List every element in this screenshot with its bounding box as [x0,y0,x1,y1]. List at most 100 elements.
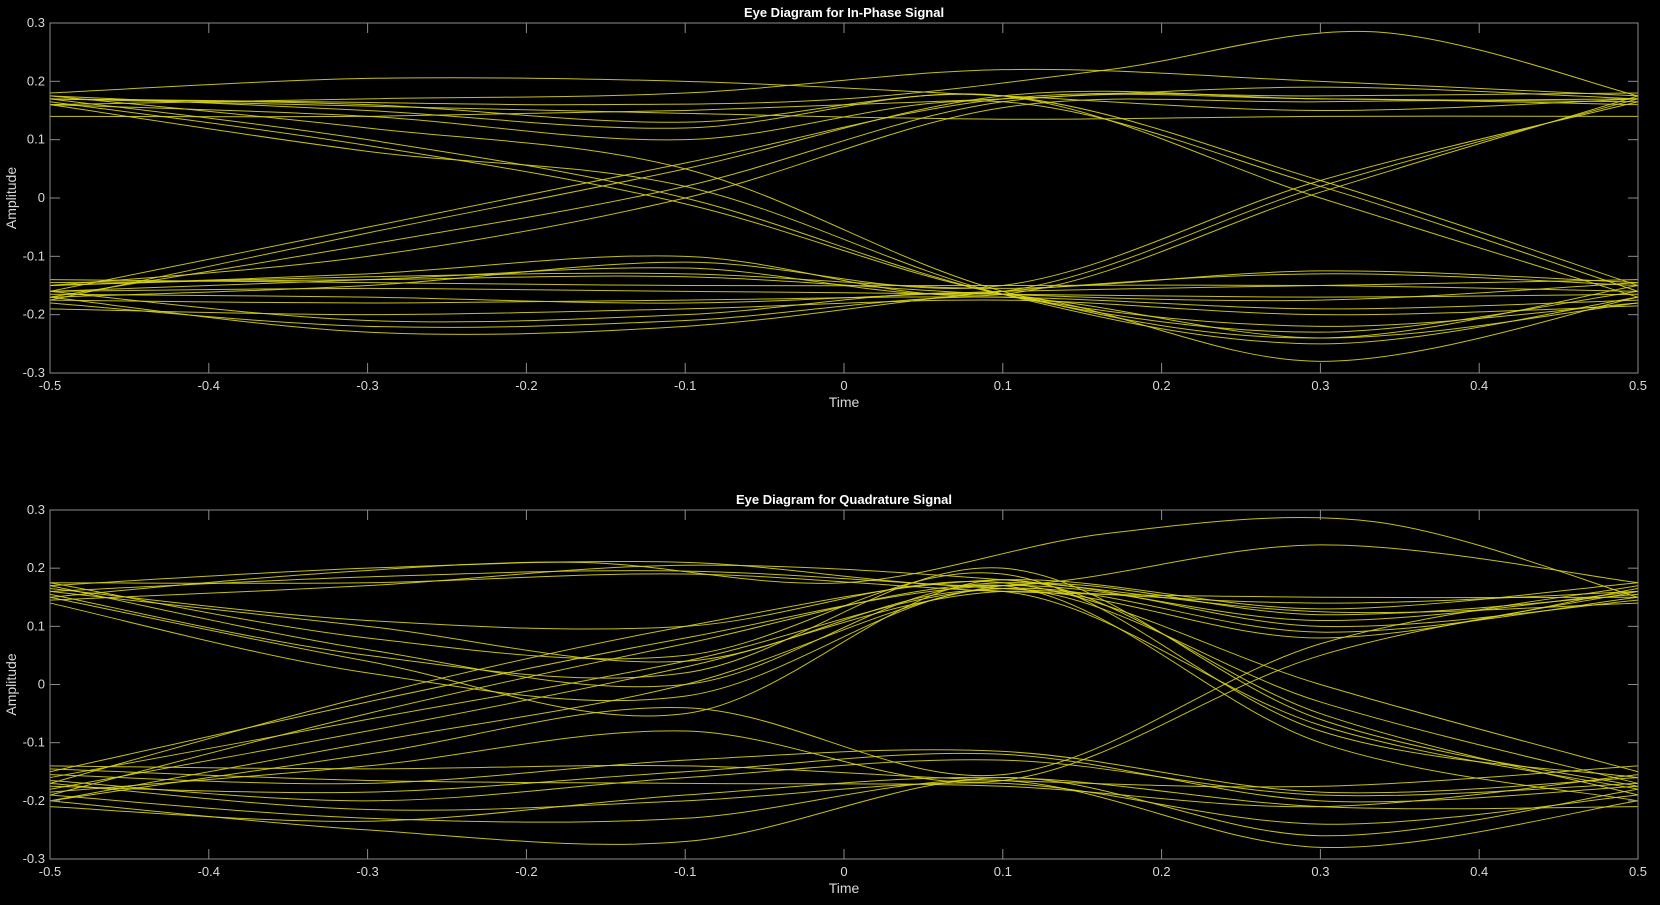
x-tick-label: -0.1 [674,378,696,393]
eye-trace-27 [49,752,1639,803]
y-tick-label: -0.2 [23,793,45,808]
eye-trace-9 [49,101,1639,327]
eye-trace-13 [49,583,1639,802]
eye-trace-19 [49,585,1639,802]
x-tick-label: -0.5 [39,378,61,393]
eye-trace-2 [49,544,1639,587]
in-phase-eye-diagram-panel: -0.5 -0.4 -0.3 -0.2 -0.1 0 0.1 0.2 0.3 0.4 0.5 -0.3… [3,5,1647,410]
y-tick-label: -0.3 [23,365,45,380]
x-tick-label: 0.1 [994,378,1012,393]
x-tick-label: 0.3 [1311,378,1329,393]
eye-trace-9 [49,588,1639,784]
y-tick-label: 0.2 [27,73,45,88]
eye-trace-20 [49,273,1639,335]
eye-trace-10 [49,572,1639,779]
eye-trace-29 [49,768,1639,808]
y-tick-label: -0.1 [23,735,45,750]
x-tick-label: 0.3 [1311,864,1329,879]
eye-trace-23 [49,270,1639,289]
eye-trace-22 [49,296,1639,339]
eye-trace-19 [49,95,1639,297]
eye-trace-25 [49,287,1639,298]
y-tick-label: -0.3 [23,851,45,866]
x-tick-label: -0.4 [198,378,220,393]
y-tick-label: 0.1 [27,618,45,633]
eye-trace-22 [49,779,1639,849]
y-tick-label: 0.2 [27,560,45,575]
x-axis-label: Time [829,880,860,896]
x-tick-label: -0.2 [515,864,537,879]
y-tick-label: 0.1 [27,132,45,147]
eye-trace-21 [49,290,1639,362]
eye-trace-26 [49,749,1639,794]
x-tick-label: -0.4 [198,864,220,879]
x-axis-label: Time [829,394,860,410]
eye-trace-2 [49,77,1639,112]
x-tick-label: 0 [840,864,847,879]
x-tick-label: -0.1 [674,864,696,879]
y-tick-label: -0.1 [23,248,45,263]
x-tick-label: -0.5 [39,864,61,879]
x-tick-label: 0 [840,378,847,393]
eye-trace-8 [49,589,1639,790]
eye-trace-24 [49,776,1639,822]
x-tick-label: -0.3 [356,378,378,393]
x-tick-label: 0.5 [1629,864,1647,879]
eye-trace-7 [49,104,1639,345]
eye-trace-14 [49,582,1639,796]
x-tick-label: -0.2 [515,378,537,393]
x-tick-label: 0.2 [1153,864,1171,879]
x-tick-label: -0.3 [356,864,378,879]
eye-trace-28 [49,275,1639,302]
chart-title: Eye Diagram for Quadrature Signal [736,492,952,507]
eye-trace-7 [49,579,1639,796]
x-tick-label: 0.5 [1629,378,1647,393]
x-tick-label: 0.1 [994,864,1012,879]
eye-trace-15 [49,98,1639,286]
eye-trace-17 [49,587,1639,779]
eye-trace-10 [49,93,1639,298]
eye-trace-18 [49,584,1639,773]
eye-trace-23 [49,782,1639,825]
chart-title: Eye Diagram for In-Phase Signal [744,5,944,20]
eye-trace-15 [49,588,1639,790]
y-tick-label: 0 [38,190,45,205]
x-tick-label: 0.2 [1153,378,1171,393]
eye-trace-29 [49,279,1639,304]
eye-trace-3 [49,30,1639,106]
eye-trace-12 [49,93,1639,286]
y-tick-label: -0.2 [23,307,45,322]
eye-trace-21 [49,777,1639,845]
y-axis-label: Amplitude [3,167,19,229]
eye-trace-8 [49,95,1639,339]
eye-trace-6 [49,584,1639,802]
eye-trace-11 [49,100,1639,292]
eye-trace-1 [49,517,1639,598]
y-axis-label: Amplitude [3,653,19,715]
eye-trace-11 [49,580,1639,773]
eye-trace-3 [49,570,1639,604]
eye-trace-5 [49,573,1639,599]
eye-trace-6 [49,98,1639,333]
plot-area [50,510,1638,859]
eye-trace-4 [49,68,1639,106]
eye-trace-14 [49,92,1639,292]
eye-trace-4 [49,564,1639,614]
y-tick-label: 0.3 [27,502,45,517]
eye-trace-25 [49,764,1639,788]
eye-trace-27 [49,299,1639,316]
eye-trace-16 [49,579,1639,784]
traces [49,30,1639,362]
traces [49,517,1639,849]
eye-trace-28 [49,759,1639,802]
plot-area [50,23,1638,373]
eye-trace-16 [49,90,1639,301]
eye-trace-18 [49,101,1639,298]
x-tick-label: 0.4 [1470,864,1488,879]
quadrature-eye-diagram-panel: -0.5 -0.4 -0.3 -0.2 -0.1 0 0.1 0.2 0.3 0.4 0.5 -0.3… [3,492,1647,896]
x-tick-label: 0.4 [1470,378,1488,393]
eye-trace-17 [49,98,1639,295]
y-tick-label: 0.3 [27,15,45,30]
